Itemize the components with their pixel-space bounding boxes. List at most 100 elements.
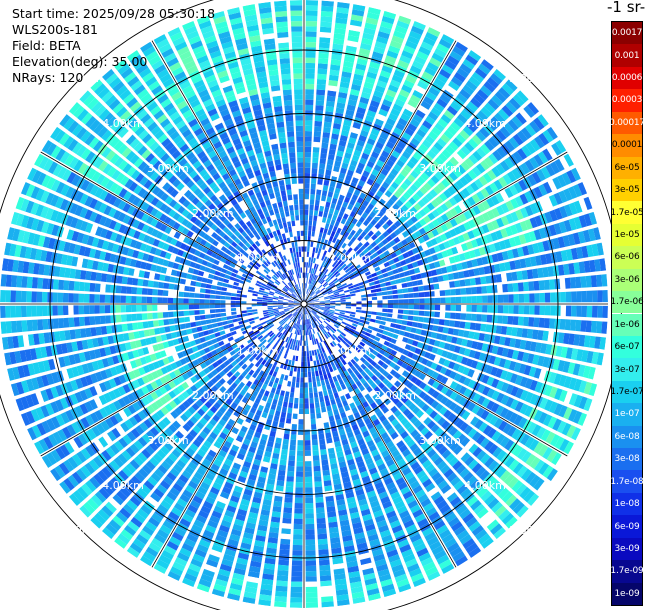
range-gate <box>177 394 186 403</box>
range-gate <box>395 261 402 268</box>
range-gate <box>331 133 339 140</box>
range-gate <box>585 320 592 333</box>
range-gate <box>324 298 330 301</box>
range-gate <box>360 363 367 370</box>
range-gate <box>578 334 586 347</box>
range-gate <box>312 316 317 322</box>
range-gate <box>423 154 433 164</box>
range-gate <box>473 503 486 515</box>
range-gate <box>320 249 325 255</box>
range-gate <box>377 308 383 312</box>
range-gate <box>251 463 260 471</box>
range-gate <box>258 519 269 527</box>
range-gate <box>260 466 269 473</box>
range-gate <box>305 308 308 315</box>
range-gate <box>474 419 484 430</box>
range-gate <box>285 348 290 354</box>
range-gate <box>573 262 581 274</box>
range-gate <box>426 202 435 211</box>
range-gate <box>573 200 583 214</box>
range-gate <box>297 329 300 336</box>
range-gate <box>93 439 104 451</box>
range-gate <box>367 7 381 15</box>
range-gate <box>383 436 392 445</box>
range-gate <box>156 484 168 494</box>
range-gate <box>330 254 336 260</box>
range-gate <box>344 220 351 227</box>
range-gate <box>316 418 323 424</box>
range-gate <box>476 257 484 266</box>
range-gate <box>387 295 393 300</box>
range-gate <box>452 551 466 562</box>
range-gate <box>420 158 430 167</box>
range-gate <box>61 426 72 439</box>
range-gate <box>376 270 383 276</box>
range-gate <box>247 411 255 419</box>
range-gate <box>133 368 141 378</box>
range-gate <box>422 233 430 242</box>
range-gate <box>495 325 502 334</box>
range-gate <box>400 342 407 349</box>
range-gate <box>50 449 62 463</box>
range-gate <box>393 30 406 40</box>
range-gate <box>335 305 341 308</box>
range-gate <box>454 205 463 214</box>
range-gate <box>412 193 421 202</box>
range-gate <box>256 323 262 328</box>
range-gate <box>197 486 208 495</box>
range-gate <box>518 305 525 315</box>
range-gate <box>400 168 409 178</box>
range-gate <box>322 469 331 476</box>
range-gate <box>307 246 310 252</box>
range-gate <box>340 306 346 309</box>
range-gate <box>289 321 294 327</box>
range-gate <box>337 599 350 607</box>
range-gate <box>445 297 451 304</box>
range-gate <box>444 423 454 433</box>
range-gate <box>427 387 436 396</box>
range-gate <box>169 346 177 354</box>
range-gate <box>321 5 334 12</box>
range-gate <box>448 344 456 352</box>
range-gate <box>250 501 261 509</box>
range-gate <box>266 320 273 325</box>
range-gate <box>287 326 291 332</box>
range-gate <box>315 321 320 326</box>
range-gate <box>276 316 282 320</box>
range-gate <box>379 253 386 259</box>
range-gate <box>247 387 254 395</box>
range-gate <box>346 374 353 381</box>
range-gate <box>358 179 366 187</box>
range-gate <box>309 302 315 304</box>
range-gate <box>221 414 230 423</box>
range-gate <box>240 443 249 451</box>
range-gate <box>408 293 414 298</box>
range-gate <box>384 190 393 198</box>
range-gate <box>433 102 445 113</box>
range-gate <box>338 461 347 468</box>
range-gate <box>412 538 424 548</box>
range-gate <box>545 253 553 264</box>
range-gate <box>484 440 494 452</box>
range-gate <box>182 423 192 432</box>
range-gate <box>321 329 326 335</box>
range-gate <box>440 203 449 212</box>
range-gate <box>367 409 375 418</box>
range-gate <box>513 182 523 194</box>
range-gate <box>416 355 424 363</box>
range-gate <box>228 323 235 328</box>
range-gate <box>361 307 367 311</box>
range-gate <box>335 330 341 336</box>
range-gate <box>136 488 148 499</box>
range-gate <box>524 391 534 403</box>
range-gate <box>167 571 181 581</box>
range-gate <box>496 284 503 293</box>
range-gate <box>292 413 298 420</box>
range-gate <box>339 466 348 473</box>
range-gate <box>129 459 140 470</box>
range-gate <box>147 415 157 426</box>
range-gate <box>371 168 380 177</box>
range-gate <box>494 90 507 103</box>
range-gate <box>366 304 373 308</box>
range-gate <box>320 287 326 292</box>
